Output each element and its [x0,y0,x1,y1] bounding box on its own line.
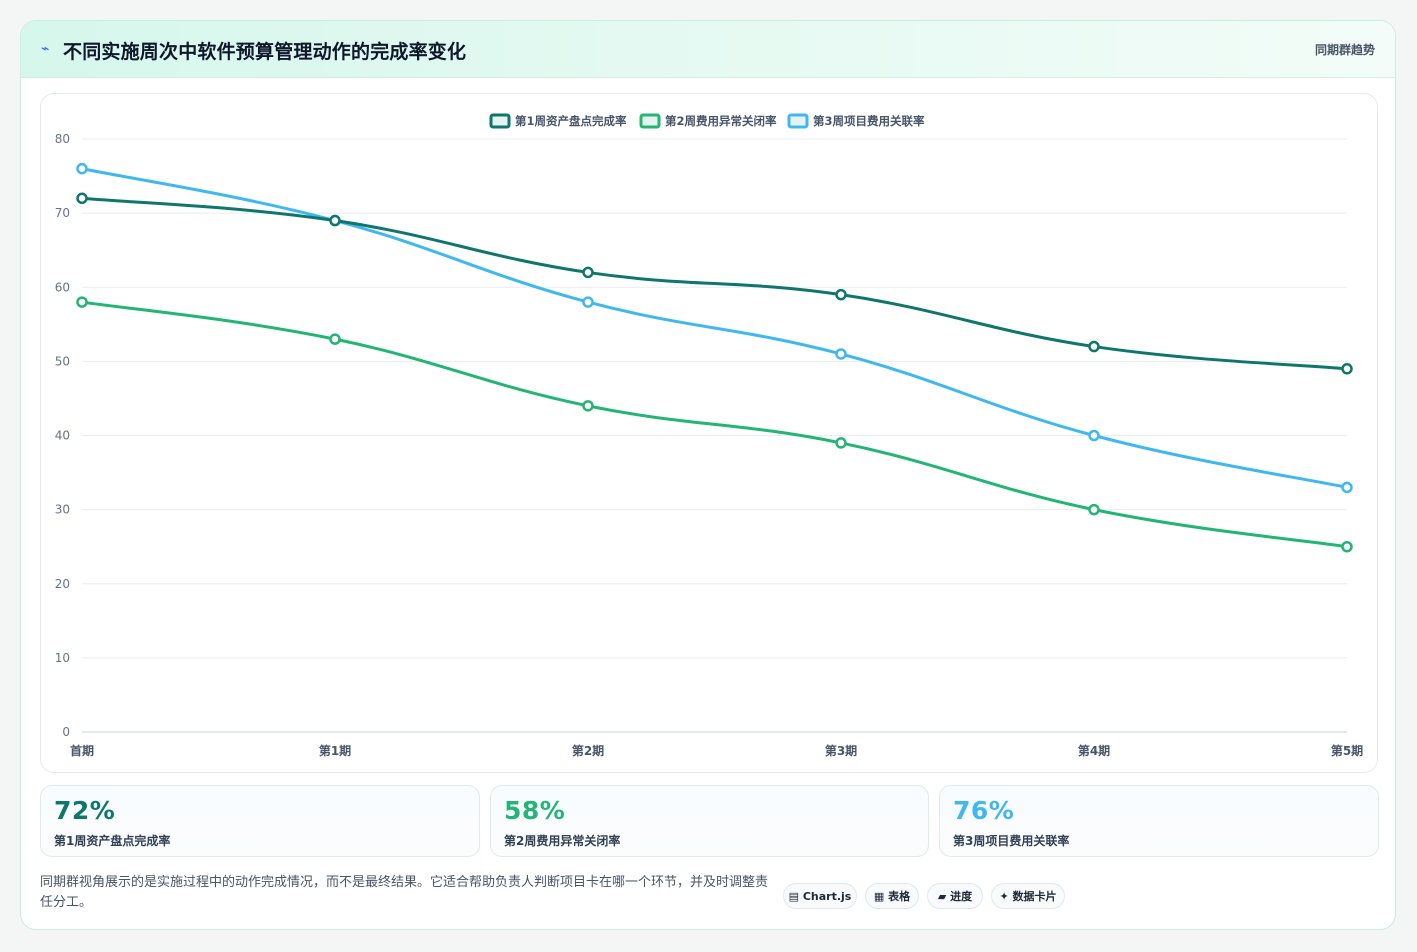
x-tick-label: 第5期 [1331,743,1363,758]
stat-value: 76% [953,796,1015,825]
y-tick-label: 60 [55,280,70,294]
data-point [329,333,341,345]
legend-label: 第2周费用异常关闭率 [665,114,777,128]
data-point [76,162,88,175]
y-tick-label: 40 [55,429,70,443]
series-line [81,300,1348,549]
chart-canvas: 0 10 20 30 40 50 60 70 80 首期 第1期 第2期 第3期 第4期 第5期 第1周资产盘… [55,113,1363,758]
card-header: ⌁ 不同实施周次中软件预算管理动作的完成率变化 同期群趋势 [21,21,1395,78]
stat-value: 72% [54,796,116,825]
line-chart: 0 10 20 30 40 50 60 70 80 首期 第1期 第2期 第3期 第4期 第5期 第1周资产盘… [40,93,1378,773]
data-point [582,400,594,412]
y-tick-label: 70 [55,206,70,220]
series-line [81,196,1348,371]
x-tick-label: 第2期 [572,743,604,758]
data-point [76,296,88,308]
stat-label: 第1周资产盘点完成率 [54,834,171,848]
data-point [835,348,847,360]
data-point [835,437,847,449]
stat-value: 58% [504,796,566,825]
x-tick-label: 第1期 [319,743,351,758]
y-tick-label: 30 [55,503,70,517]
data-point [1088,340,1100,353]
data-point [1088,503,1100,516]
x-tick-label: 第4期 [1078,743,1110,758]
page-title: 不同实施周次中软件预算管理动作的完成率变化 [63,41,467,63]
y-tick-label: 50 [55,354,70,368]
data-point [1341,363,1353,375]
data-point [582,296,594,308]
y-tick-label: 0 [62,725,70,739]
stat-card-3: 76% 第3周项目费用关联率 [939,785,1379,857]
x-tick-label: 首期 [70,743,94,758]
y-tick-label: 80 [55,132,70,146]
tag-table[interactable]: ▦ 表格 [865,883,919,909]
chart-card: ⌁ 不同实施周次中软件预算管理动作的完成率变化 同期群趋势 0 10 20 30 40 5… [20,20,1396,930]
x-tick-label: 第3期 [825,743,857,758]
footnote-text: 同期群视角展示的是实施过程中的动作完成情况，而不是最终结果。它适合帮助负责人判断… [40,875,769,910]
legend-label: 第1周资产盘点完成率 [515,114,627,128]
tag-data-cards[interactable]: ✦ 数据卡片 [991,883,1065,909]
cohort-trend-label: 同期群趋势 [1314,43,1375,57]
tag-progress[interactable]: ▰ 进度 [927,883,983,909]
legend-swatch [787,113,809,129]
stat-label: 第2周费用异常关闭率 [504,834,621,848]
stat-card-2: 58% 第2周费用异常关闭率 [490,785,929,857]
data-point [1341,540,1353,553]
y-tick-label: 10 [55,651,70,665]
data-point [582,266,594,279]
series-line [81,167,1348,489]
stat-card-1: 72% 第1周资产盘点完成率 [40,785,480,857]
data-point [1341,481,1353,494]
lightning-icon: ⌁ [41,41,50,57]
legend-swatch [489,113,511,129]
tag-chartjs[interactable]: ▤ Chart.js [783,883,857,909]
stat-label: 第3周项目费用关联率 [953,834,1070,848]
data-point [1088,429,1100,442]
data-point [329,214,341,227]
data-point [835,288,847,301]
data-point [76,192,88,205]
y-tick-label: 20 [55,577,70,591]
legend-label: 第3周项目费用关联率 [813,114,925,128]
legend-swatch [639,113,661,129]
